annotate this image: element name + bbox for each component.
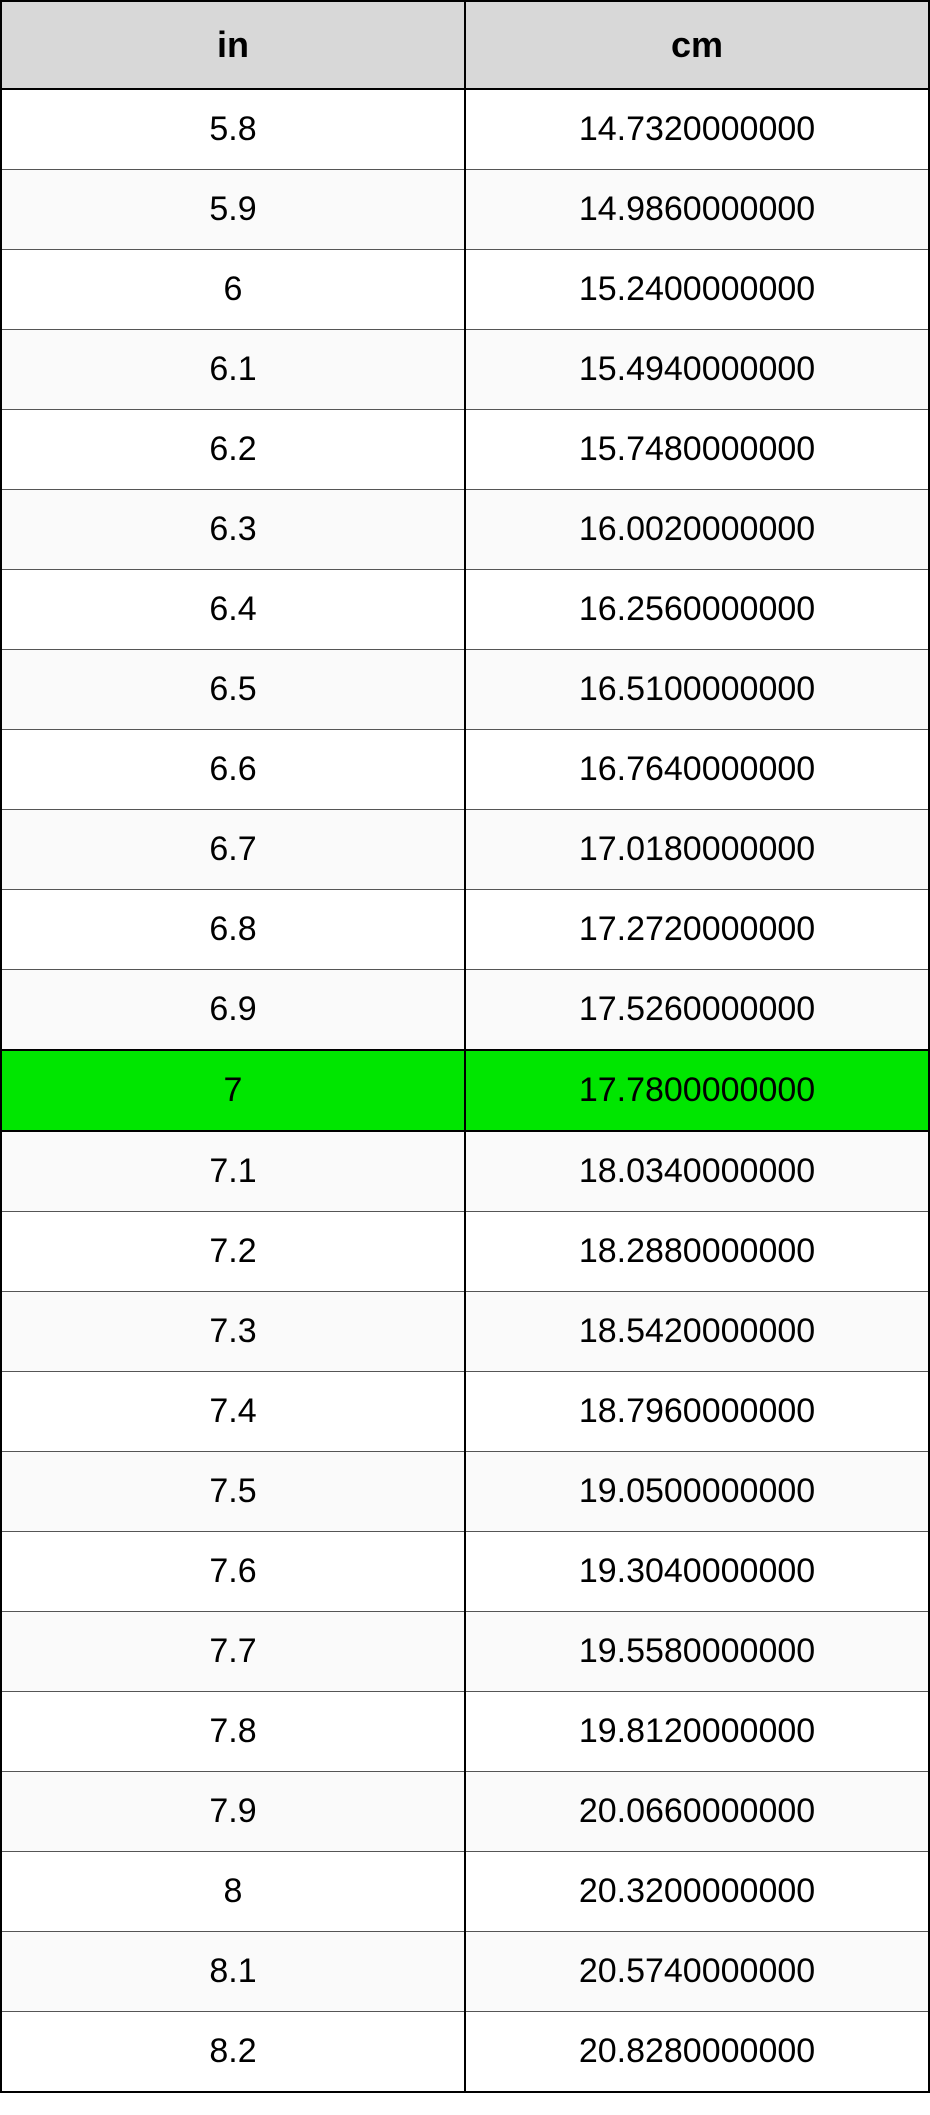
cell-cm: 19.0500000000	[465, 1452, 929, 1532]
conversion-table: in cm 5.814.73200000005.914.986000000061…	[0, 0, 930, 2093]
table-row: 8.220.8280000000	[1, 2012, 929, 2093]
cell-in: 7.7	[1, 1612, 465, 1692]
cell-in: 6	[1, 250, 465, 330]
cell-in: 7.2	[1, 1212, 465, 1292]
table-row: 6.416.2560000000	[1, 570, 929, 650]
cell-cm: 16.2560000000	[465, 570, 929, 650]
cell-in: 6.9	[1, 970, 465, 1051]
cell-cm: 18.2880000000	[465, 1212, 929, 1292]
cell-in: 7.1	[1, 1131, 465, 1212]
cell-in: 7.6	[1, 1532, 465, 1612]
cell-in: 8.1	[1, 1932, 465, 2012]
cell-in: 6.5	[1, 650, 465, 730]
cell-cm: 15.4940000000	[465, 330, 929, 410]
cell-in: 5.9	[1, 170, 465, 250]
cell-cm: 17.2720000000	[465, 890, 929, 970]
cell-cm: 19.3040000000	[465, 1532, 929, 1612]
cell-in: 7.4	[1, 1372, 465, 1452]
cell-in: 6.4	[1, 570, 465, 650]
table-row: 6.115.4940000000	[1, 330, 929, 410]
cell-cm: 20.3200000000	[465, 1852, 929, 1932]
cell-in: 8	[1, 1852, 465, 1932]
cell-in: 7.3	[1, 1292, 465, 1372]
cell-in: 8.2	[1, 2012, 465, 2093]
cell-cm: 18.7960000000	[465, 1372, 929, 1452]
table-row: 6.717.0180000000	[1, 810, 929, 890]
cell-in: 6.6	[1, 730, 465, 810]
table-row: 7.218.2880000000	[1, 1212, 929, 1292]
table-row: 7.619.3040000000	[1, 1532, 929, 1612]
table-row: 6.817.2720000000	[1, 890, 929, 970]
cell-cm: 20.5740000000	[465, 1932, 929, 2012]
header-cm: cm	[465, 1, 929, 89]
cell-in: 7.8	[1, 1692, 465, 1772]
cell-cm: 18.5420000000	[465, 1292, 929, 1372]
table-row: 6.316.0020000000	[1, 490, 929, 570]
cell-in: 7	[1, 1050, 465, 1131]
cell-cm: 20.0660000000	[465, 1772, 929, 1852]
cell-cm: 17.7800000000	[465, 1050, 929, 1131]
cell-cm: 14.9860000000	[465, 170, 929, 250]
cell-in: 6.1	[1, 330, 465, 410]
cell-in: 6.8	[1, 890, 465, 970]
cell-cm: 20.8280000000	[465, 2012, 929, 2093]
cell-in: 7.5	[1, 1452, 465, 1532]
table-row: 7.519.0500000000	[1, 1452, 929, 1532]
table-row: 5.914.9860000000	[1, 170, 929, 250]
table-row: 717.7800000000	[1, 1050, 929, 1131]
cell-cm: 16.7640000000	[465, 730, 929, 810]
table-row: 8.120.5740000000	[1, 1932, 929, 2012]
table-row: 615.2400000000	[1, 250, 929, 330]
table-row: 6.917.5260000000	[1, 970, 929, 1051]
table-row: 7.920.0660000000	[1, 1772, 929, 1852]
cell-cm: 18.0340000000	[465, 1131, 929, 1212]
cell-in: 7.9	[1, 1772, 465, 1852]
table-row: 5.814.7320000000	[1, 89, 929, 170]
cell-cm: 16.5100000000	[465, 650, 929, 730]
table-body: 5.814.73200000005.914.9860000000615.2400…	[1, 89, 929, 2092]
cell-cm: 19.5580000000	[465, 1612, 929, 1692]
table-row: 7.318.5420000000	[1, 1292, 929, 1372]
table-header-row: in cm	[1, 1, 929, 89]
cell-cm: 19.8120000000	[465, 1692, 929, 1772]
cell-cm: 14.7320000000	[465, 89, 929, 170]
table-row: 7.418.7960000000	[1, 1372, 929, 1452]
cell-in: 6.3	[1, 490, 465, 570]
table-row: 7.719.5580000000	[1, 1612, 929, 1692]
table-row: 820.3200000000	[1, 1852, 929, 1932]
table-row: 7.819.8120000000	[1, 1692, 929, 1772]
table-row: 6.215.7480000000	[1, 410, 929, 490]
cell-cm: 17.5260000000	[465, 970, 929, 1051]
table-row: 6.516.5100000000	[1, 650, 929, 730]
cell-in: 6.2	[1, 410, 465, 490]
cell-cm: 15.2400000000	[465, 250, 929, 330]
cell-in: 5.8	[1, 89, 465, 170]
table-row: 6.616.7640000000	[1, 730, 929, 810]
cell-cm: 17.0180000000	[465, 810, 929, 890]
cell-cm: 16.0020000000	[465, 490, 929, 570]
header-in: in	[1, 1, 465, 89]
cell-in: 6.7	[1, 810, 465, 890]
cell-cm: 15.7480000000	[465, 410, 929, 490]
table-row: 7.118.0340000000	[1, 1131, 929, 1212]
